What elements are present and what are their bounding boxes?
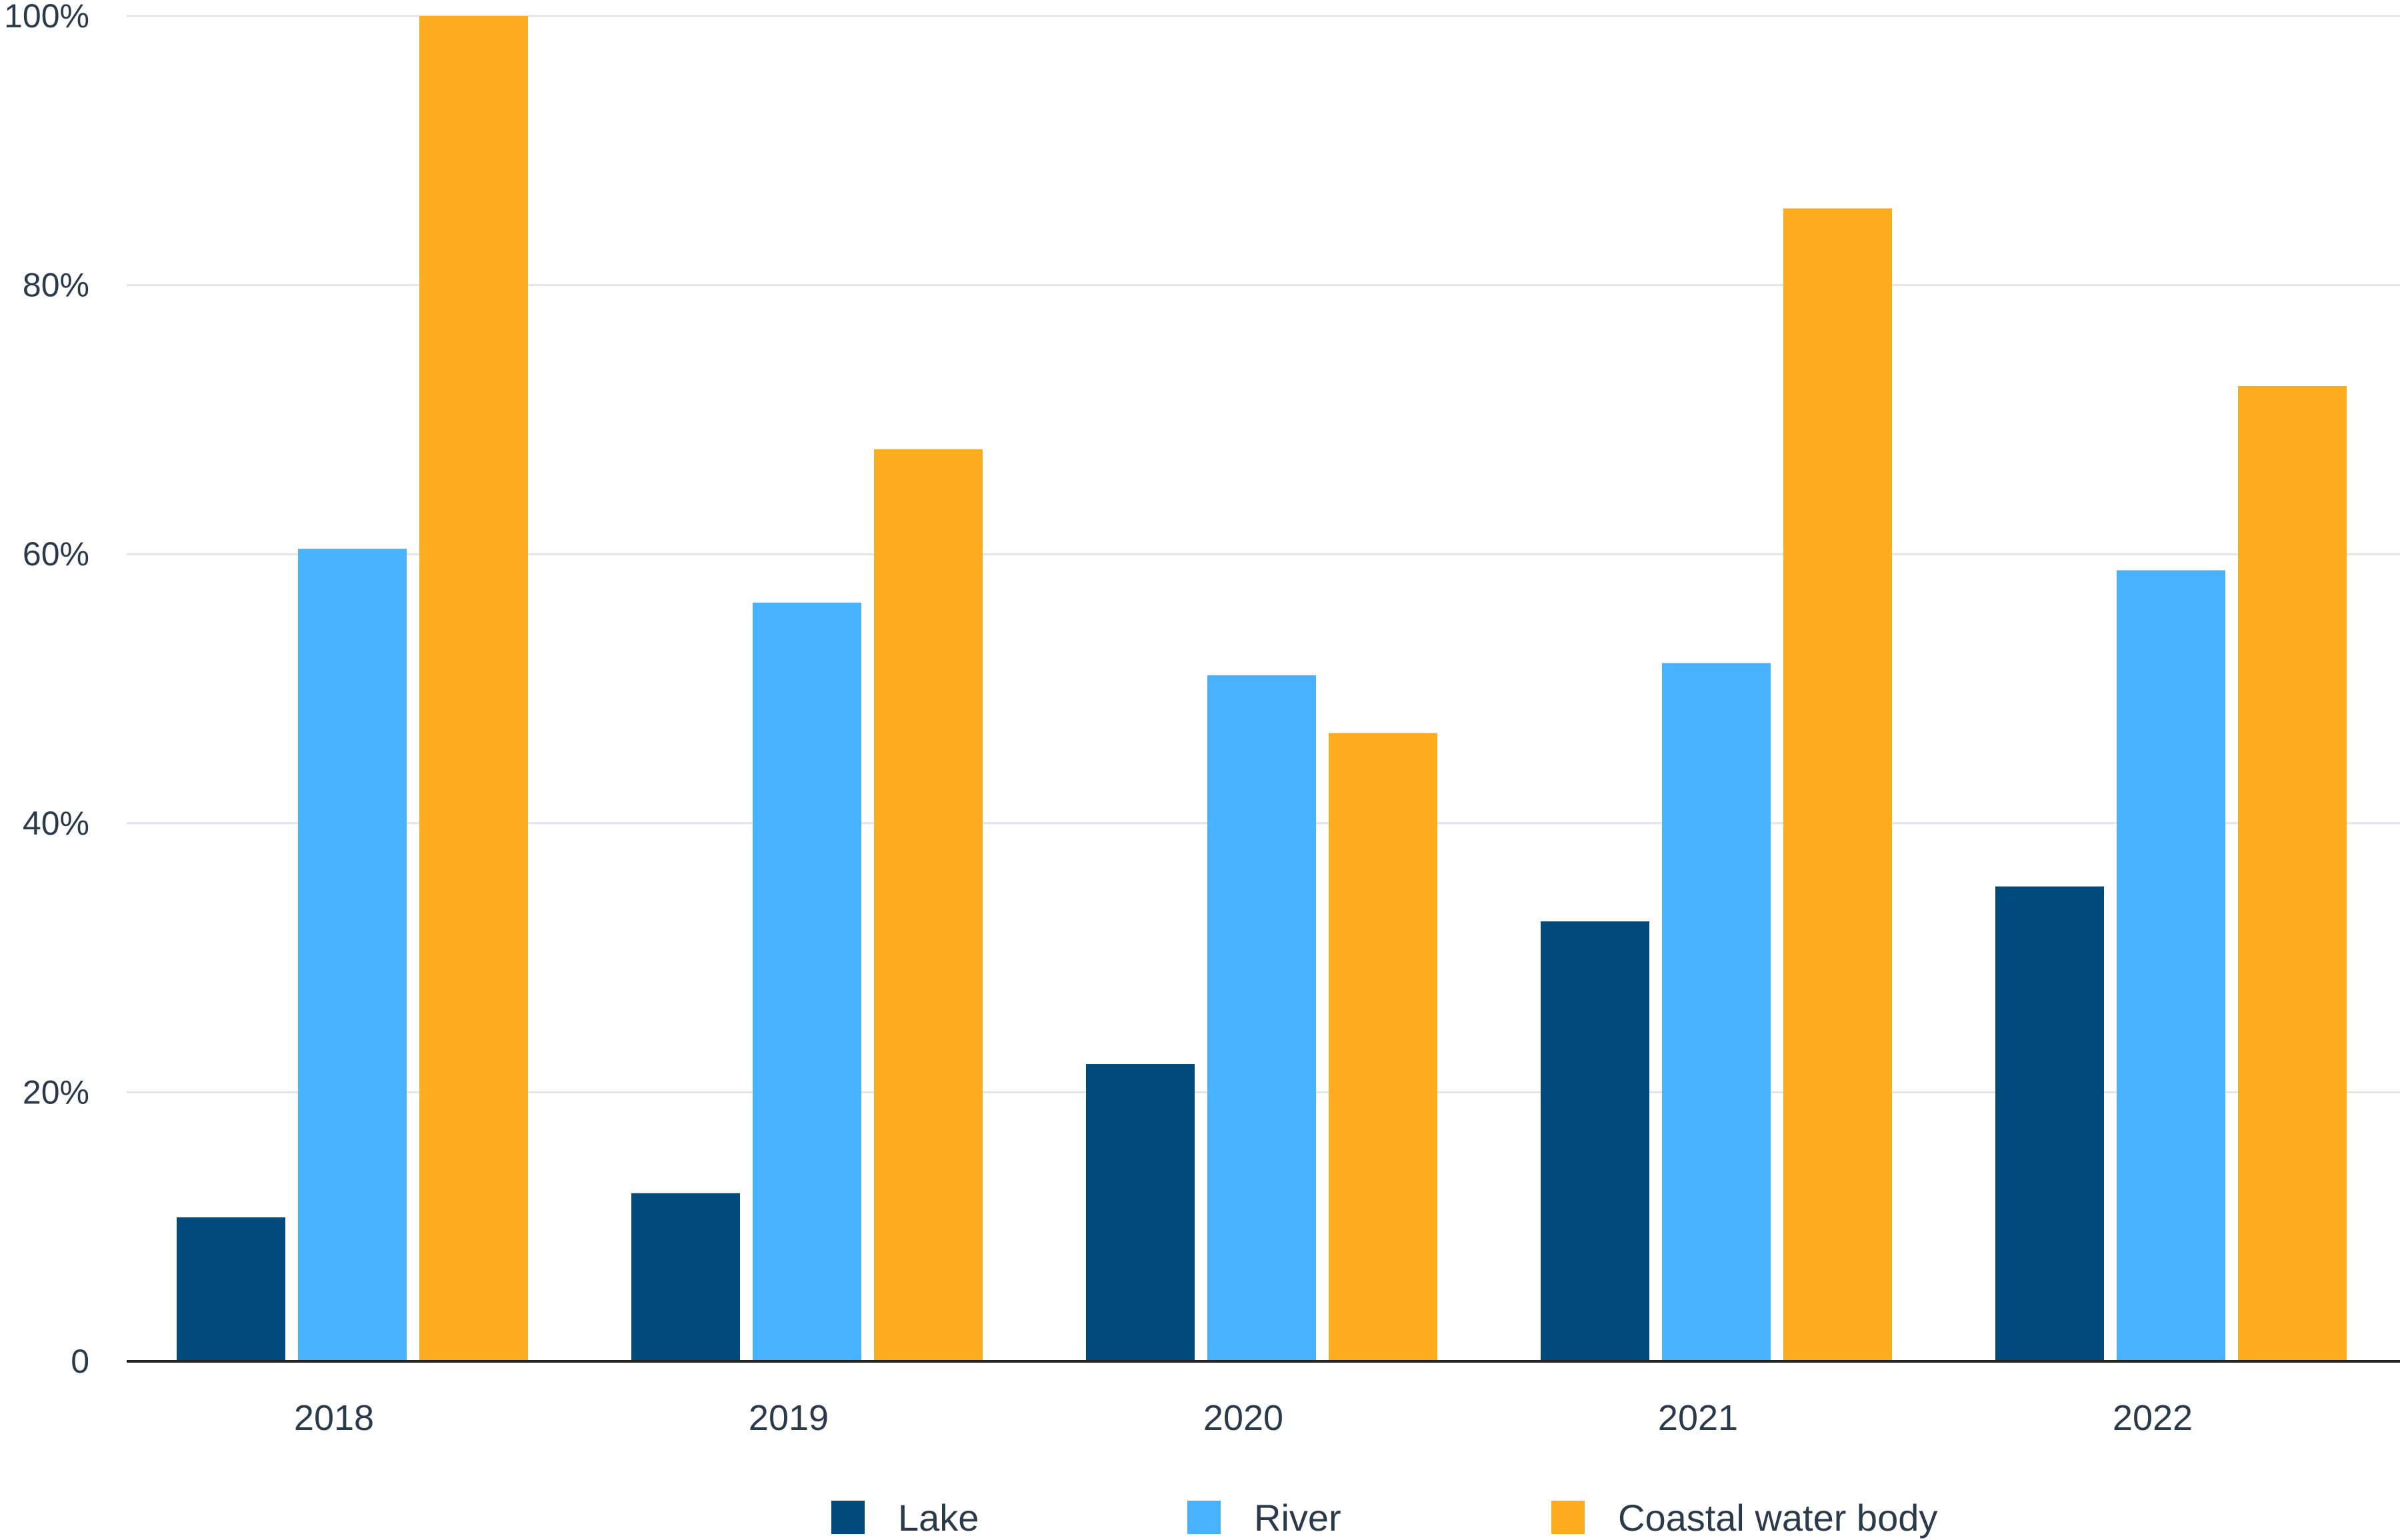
bar-coastal-water-body-2018 [419, 16, 528, 1361]
y-tick-label: 60% [23, 535, 89, 573]
y-tick-label: 100% [4, 0, 89, 35]
bar-river-2022 [2117, 570, 2225, 1361]
bar-lake-2019 [631, 1193, 740, 1361]
bar-river-2018 [298, 549, 407, 1362]
x-tick-label: 2021 [1658, 1398, 1738, 1438]
legend-item-river: River [1187, 1497, 1341, 1539]
x-tick-label: 2018 [294, 1398, 374, 1438]
bar-lake-2021 [1541, 921, 1649, 1361]
y-tick-label: 80% [23, 267, 89, 304]
y-tick-label: 0 [71, 1343, 89, 1380]
bar-lake-2018 [177, 1217, 285, 1361]
legend-item-coastal-water-body: Coastal water body [1551, 1497, 1937, 1539]
x-tick-label: 2019 [749, 1398, 829, 1438]
legend: Lake River Coastal water body [831, 1497, 1937, 1539]
y-axis-tick-labels: 0 20% 40% 60% 80% 100% [4, 0, 89, 1380]
bars [177, 16, 2347, 1362]
x-tick-label: 2022 [2113, 1398, 2193, 1438]
x-axis-tick-labels: 2018 2019 2020 2021 2022 [294, 1398, 2193, 1438]
legend-item-lake: Lake [831, 1497, 979, 1539]
bar-coastal-water-body-2019 [874, 449, 983, 1361]
legend-swatch [1551, 1501, 1585, 1534]
bar-river-2020 [1207, 675, 1316, 1361]
bar-river-2019 [753, 602, 861, 1361]
legend-swatch [831, 1501, 865, 1534]
bar-lake-2020 [1086, 1064, 1195, 1361]
y-tick-label: 20% [23, 1073, 89, 1111]
bar-coastal-water-body-2021 [1783, 208, 1892, 1362]
legend-label: River [1254, 1497, 1341, 1539]
bar-coastal-water-body-2020 [1329, 733, 1437, 1361]
legend-label: Coastal water body [1618, 1497, 1937, 1539]
bar-lake-2022 [1995, 886, 2104, 1361]
bar-coastal-water-body-2022 [2238, 385, 2347, 1362]
y-tick-label: 40% [23, 805, 89, 842]
x-tick-label: 2020 [1203, 1398, 1283, 1438]
legend-label: Lake [898, 1497, 979, 1539]
legend-swatch [1187, 1501, 1221, 1534]
bar-river-2021 [1662, 663, 1771, 1362]
